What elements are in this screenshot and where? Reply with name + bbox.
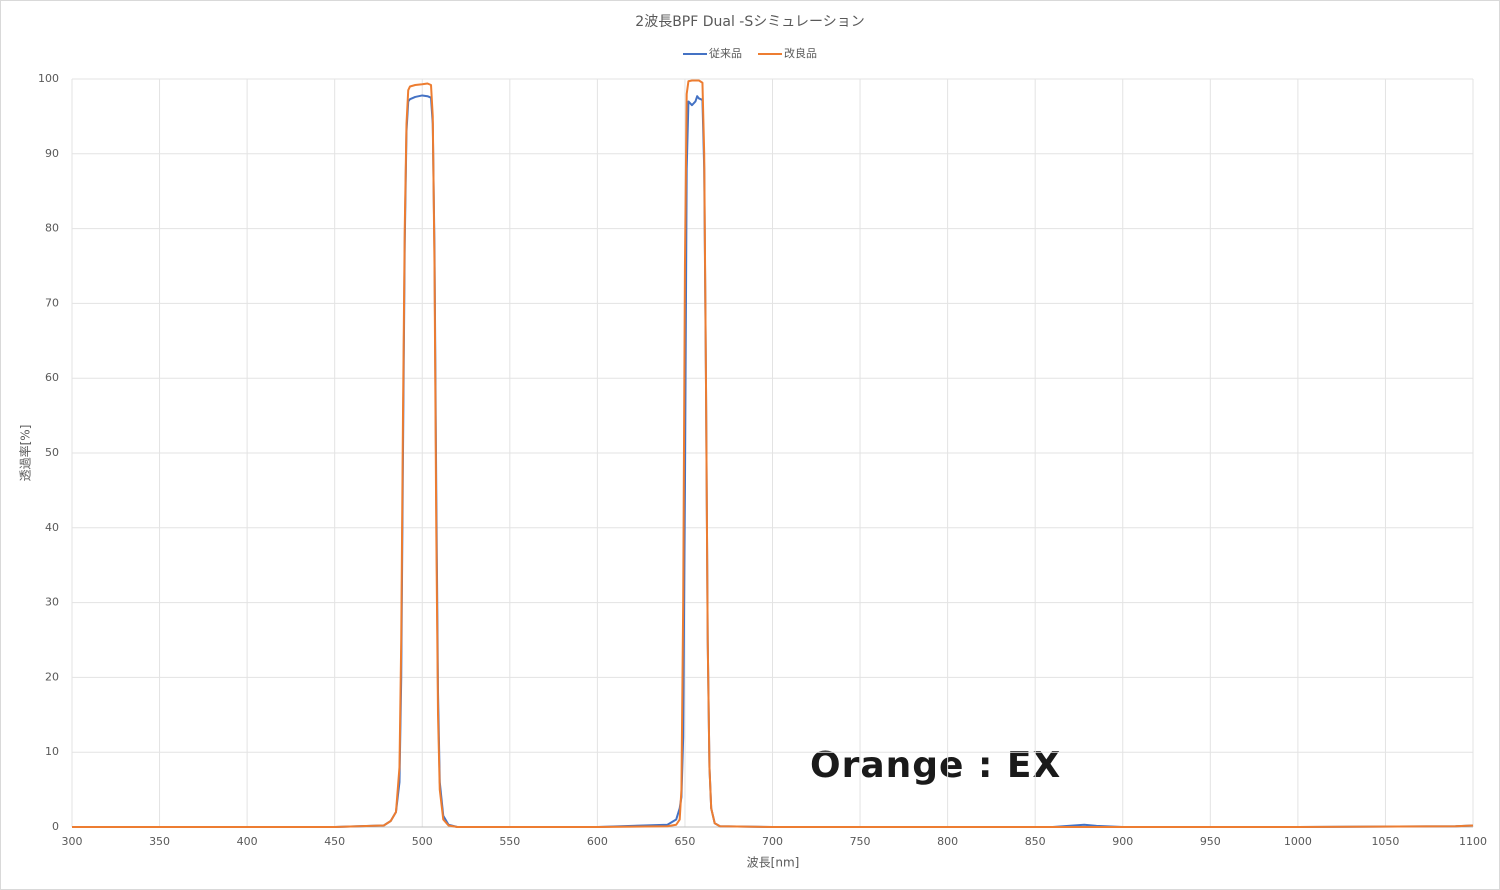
x-axis-label: 波長[nm] [747, 856, 800, 870]
y-tick-label: 80 [45, 222, 59, 235]
y-tick-label: 70 [45, 296, 59, 309]
x-tick-label: 650 [674, 835, 695, 848]
x-tick-label: 350 [149, 835, 170, 848]
y-tick-label: 30 [45, 596, 59, 609]
y-tick-label: 20 [45, 670, 59, 683]
legend-label: 従来品 [709, 47, 742, 60]
x-tick-label: 700 [762, 835, 783, 848]
y-tick-label: 50 [45, 446, 59, 459]
x-tick-label: 600 [587, 835, 608, 848]
x-tick-label: 500 [412, 835, 433, 848]
y-tick-label: 100 [38, 72, 59, 85]
x-tick-label: 1100 [1459, 835, 1487, 848]
y-tick-label: 10 [45, 745, 59, 758]
x-tick-label: 750 [850, 835, 871, 848]
series-line [72, 79, 1474, 828]
x-tick-label: 950 [1200, 835, 1221, 848]
y-axis-label: 透過率[%] [18, 425, 33, 482]
y-tick-label: 40 [45, 521, 59, 534]
x-tick-label: 800 [937, 835, 958, 848]
x-tick-label: 1050 [1371, 835, 1399, 848]
y-tick-label: 60 [45, 371, 59, 384]
y-tick-label: 90 [45, 147, 59, 160]
x-tick-label: 450 [324, 835, 345, 848]
chart-title: 2波長BPF Dual -Sシミュレーション [635, 14, 864, 30]
annotation: Orange : EX [810, 745, 1061, 786]
x-tick-label: 900 [1112, 835, 1133, 848]
x-tick-label: 550 [499, 835, 520, 848]
y-tick-label: 0 [52, 820, 59, 833]
x-tick-label: 300 [62, 835, 83, 848]
x-tick-label: 400 [237, 835, 258, 848]
x-tick-label: 1000 [1284, 835, 1312, 848]
x-tick-label: 850 [1025, 835, 1046, 848]
legend-label: 改良品 [784, 46, 817, 60]
